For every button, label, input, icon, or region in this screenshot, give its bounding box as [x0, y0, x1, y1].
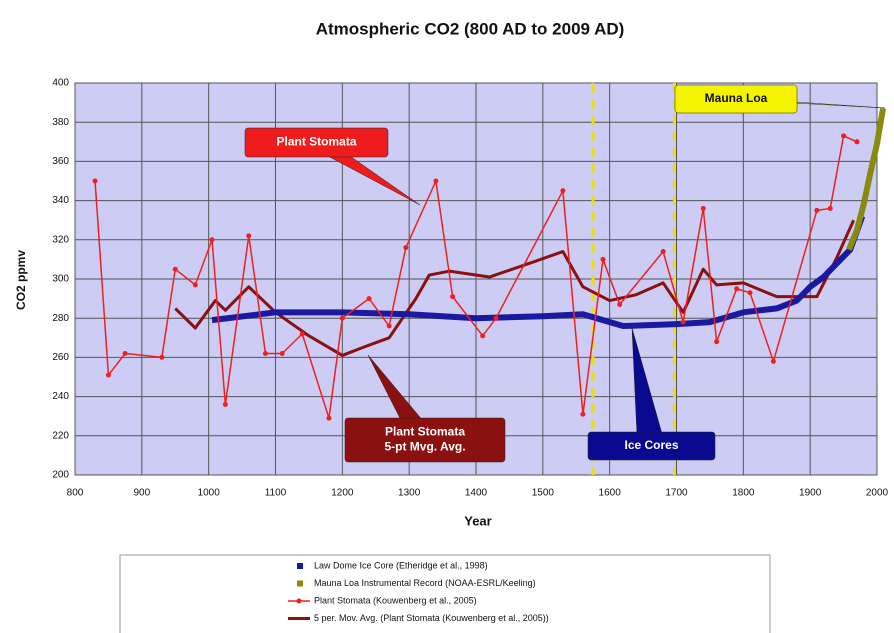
series-line — [174, 219, 855, 357]
y-tick-label: 240 — [52, 391, 69, 402]
y-tick-label: 340 — [52, 195, 69, 206]
y-tick-label: 360 — [52, 156, 69, 167]
data-point — [714, 339, 720, 345]
callout-text: Ice Cores — [624, 438, 678, 452]
y-tick-label: 220 — [52, 430, 69, 441]
data-point — [854, 139, 860, 145]
legend-marker — [297, 580, 303, 587]
legend-marker — [296, 598, 302, 604]
data-point — [660, 249, 666, 255]
data-point — [92, 178, 98, 184]
data-point — [433, 178, 439, 184]
data-point — [122, 350, 128, 356]
data-point — [560, 188, 566, 194]
callout-text: Plant Stomata — [276, 135, 356, 149]
data-point — [159, 354, 165, 360]
legend-label: Plant Stomata (Kouwenberg et al., 2005) — [314, 595, 477, 605]
legend-marker — [297, 563, 303, 569]
data-point — [770, 358, 776, 364]
x-tick-label: 1800 — [732, 488, 755, 499]
y-tick-label: 380 — [52, 117, 69, 128]
x-tick-label: 1200 — [331, 488, 354, 499]
callout-box — [674, 84, 798, 114]
series-line — [846, 107, 886, 251]
x-tick-label: 1100 — [265, 488, 287, 499]
data-point — [299, 331, 305, 337]
x-tick-label: 1000 — [198, 488, 221, 499]
data-point — [339, 315, 345, 321]
data-point — [192, 282, 198, 288]
callout-text: 5-pt Mvg. Avg. — [384, 440, 465, 454]
data-point — [841, 133, 847, 139]
x-tick-label: 2000 — [866, 488, 889, 499]
data-point — [366, 296, 372, 302]
data-point — [493, 315, 499, 321]
series-line — [211, 215, 866, 330]
x-tick-label: 1500 — [532, 488, 555, 499]
x-tick-label: 800 — [67, 488, 84, 499]
x-tick-label: 1700 — [665, 488, 688, 499]
data-point — [262, 350, 268, 356]
data-point — [747, 290, 753, 296]
x-tick-label: 1600 — [599, 488, 622, 499]
callout-text: Plant Stomata — [385, 425, 465, 439]
y-tick-label: 200 — [52, 470, 69, 481]
callout-box — [344, 417, 506, 463]
y-tick-label: 260 — [52, 352, 69, 363]
y-axis-label: CO2 ppmv — [14, 250, 28, 310]
data-point — [480, 333, 486, 339]
data-point — [279, 350, 285, 356]
x-tick-label: 1900 — [799, 488, 822, 499]
x-tick-label: 900 — [133, 488, 150, 499]
data-point — [700, 205, 706, 211]
y-tick-label: 300 — [52, 274, 69, 285]
data-point — [580, 411, 586, 417]
data-point — [680, 319, 686, 325]
data-point — [326, 415, 332, 421]
legend-label: Law Dome Ice Core (Etheridge et al., 199… — [314, 560, 488, 570]
data-point — [827, 205, 833, 211]
data-point — [814, 207, 820, 213]
data-point — [222, 401, 228, 407]
y-tick-label: 280 — [52, 313, 69, 324]
callout-box — [244, 127, 389, 158]
data-point — [105, 372, 111, 378]
data-point — [450, 294, 456, 300]
callout-box — [587, 431, 716, 461]
data-point — [386, 323, 392, 329]
legend-label: 5 per. Mov. Avg. (Plant Stomata (Kouwenb… — [314, 613, 549, 623]
data-point — [172, 266, 178, 272]
data-point — [734, 286, 740, 292]
legend-label: Mauna Loa Instrumental Record (NOAA-ESRL… — [314, 578, 536, 588]
data-point — [403, 245, 409, 251]
x-tick-label: 1300 — [398, 488, 421, 499]
callout-text: Mauna Loa — [705, 91, 768, 105]
data-point — [246, 233, 252, 239]
legend-box — [119, 554, 771, 633]
data-point — [617, 301, 623, 307]
x-tick-label: 1400 — [465, 488, 488, 499]
data-point — [209, 237, 215, 243]
x-axis-label: Year — [464, 513, 491, 528]
chart-title: Atmospheric CO2 (800 AD to 2009 AD) — [316, 19, 625, 38]
y-tick-label: 320 — [52, 234, 69, 245]
y-tick-label: 400 — [52, 78, 69, 89]
data-point — [600, 256, 606, 262]
